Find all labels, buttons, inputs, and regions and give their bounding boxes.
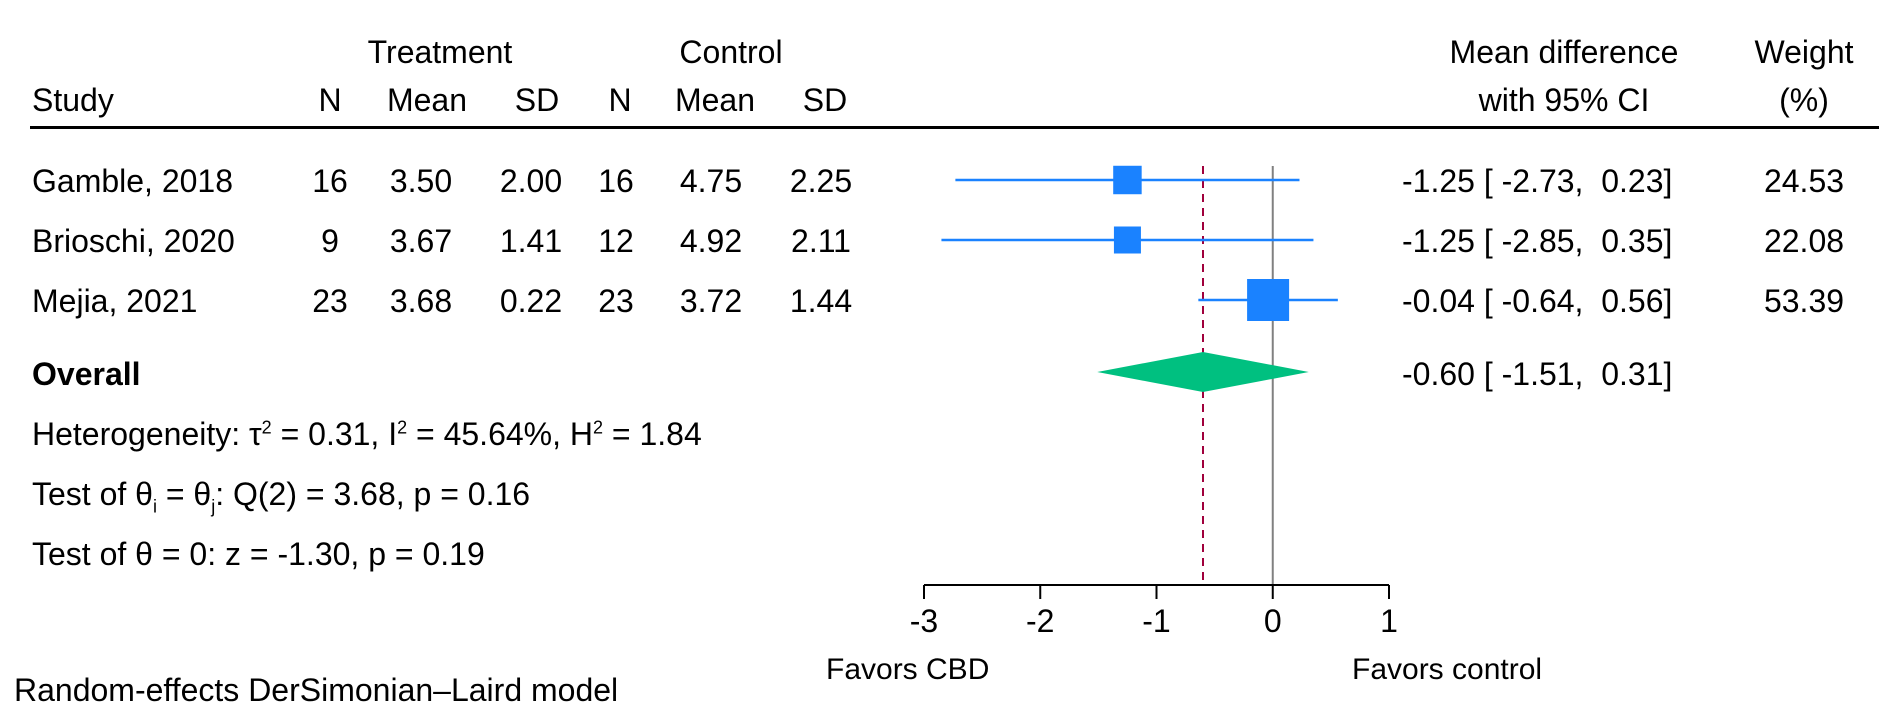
header-treatment: Treatment: [367, 34, 513, 70]
study-control-sd: 1.44: [789, 283, 853, 319]
header-control-n: N: [608, 82, 632, 118]
study-control-mean: 4.92: [679, 223, 743, 259]
study-treatment-mean: 3.67: [389, 223, 453, 259]
z-test: Test of θ = 0: z = -1.30, p = 0.19: [32, 536, 485, 572]
study-control-mean: 3.72: [679, 283, 743, 319]
overall-ci: -0.60 [ -1.51, 0.31]: [1402, 356, 1673, 392]
study-control-n: 23: [598, 283, 634, 319]
study-weight: 53.39: [1763, 283, 1845, 319]
study-treatment-sd: 0.22: [499, 283, 563, 319]
x-axis-tick-label: -2: [1026, 603, 1054, 639]
study-point-marker: [1247, 279, 1290, 321]
header-treatment-mean: Mean: [386, 82, 468, 118]
study-weight: 22.08: [1763, 223, 1845, 259]
x-axis-tick-label: 1: [1380, 603, 1398, 639]
study-treatment-sd: 2.00: [499, 163, 563, 199]
study-name: Mejia, 2021: [32, 283, 198, 319]
favors-right: Favors control: [1352, 653, 1543, 686]
header-weight-1: Weight: [1754, 34, 1854, 70]
header-control-mean: Mean: [674, 82, 756, 118]
x-axis-tick-label: -1: [1142, 603, 1170, 639]
header-control-sd: SD: [802, 82, 848, 118]
study-treatment-n: 16: [312, 163, 348, 199]
header-treatment-sd: SD: [514, 82, 560, 118]
header-rule: [30, 126, 1879, 129]
study-name: Brioschi, 2020: [32, 223, 235, 259]
favors-left: Favors CBD: [826, 653, 990, 686]
study-treatment-mean: 3.68: [389, 283, 453, 319]
overall-label: Overall: [32, 356, 141, 392]
header-control: Control: [679, 34, 783, 70]
study-ci: -1.25 [ -2.73, 0.23]: [1402, 163, 1673, 199]
study-control-n: 16: [598, 163, 634, 199]
study-treatment-mean: 3.50: [389, 163, 453, 199]
header-effect-1: Mean difference: [1449, 34, 1679, 70]
study-point-marker: [1113, 165, 1142, 195]
study-control-sd: 2.25: [789, 163, 853, 199]
study-ci: -1.25 [ -2.85, 0.35]: [1402, 223, 1673, 259]
overall-diamond: [1097, 352, 1309, 392]
study-treatment-n: 9: [321, 223, 339, 259]
x-axis-tick-label: -3: [910, 603, 938, 639]
study-point-marker: [1113, 226, 1141, 254]
header-weight-2: (%): [1779, 82, 1829, 118]
heterogeneity-stats: Heterogeneity: τ2 = 0.31, I2 = 45.64%, H…: [32, 416, 702, 452]
study-control-mean: 4.75: [679, 163, 743, 199]
header-effect-2: with 95% CI: [1478, 82, 1650, 118]
study-treatment-sd: 1.41: [499, 223, 563, 259]
header-study: Study: [32, 82, 114, 118]
study-control-sd: 2.11: [791, 223, 851, 259]
model-note: Random-effects DerSimonian–Laird model: [14, 672, 619, 708]
study-weight: 24.53: [1763, 163, 1845, 199]
study-treatment-n: 23: [312, 283, 348, 319]
header-treatment-n: N: [318, 82, 342, 118]
x-axis-tick-label: 0: [1264, 603, 1282, 639]
q-test: Test of θi = θj: Q(2) = 3.68, p = 0.16: [32, 476, 531, 517]
study-ci: -0.04 [ -0.64, 0.56]: [1402, 283, 1673, 319]
study-name: Gamble, 2018: [32, 163, 234, 199]
study-control-n: 12: [598, 223, 634, 259]
